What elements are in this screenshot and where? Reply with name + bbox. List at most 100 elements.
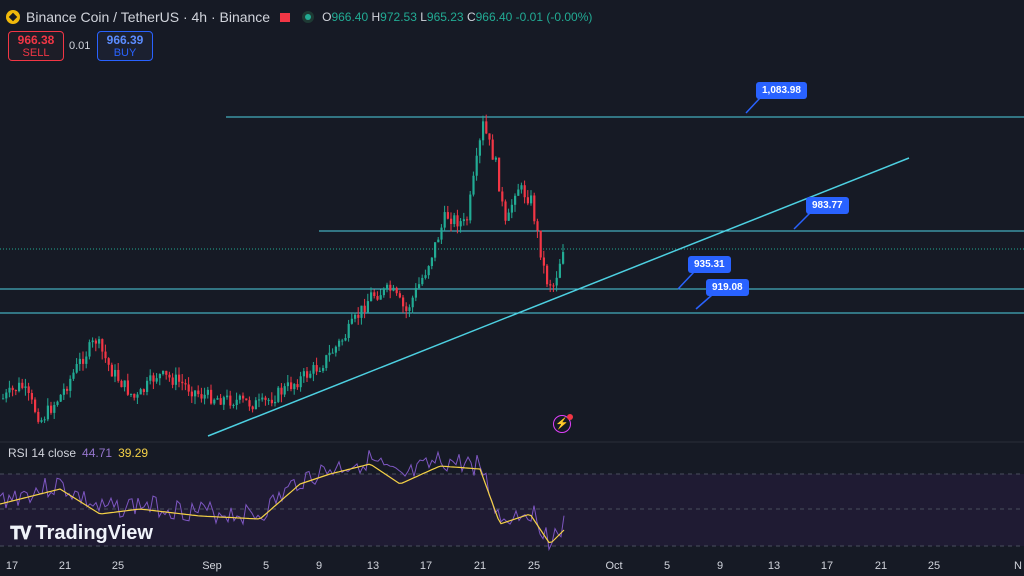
candle-body xyxy=(472,175,475,195)
candle-body xyxy=(168,374,171,378)
axis-tick: 9 xyxy=(716,560,724,572)
axis-tick: 25 xyxy=(927,560,941,572)
candle-body xyxy=(270,399,273,404)
candle-body xyxy=(466,219,469,221)
candle-body xyxy=(88,342,91,357)
axis-tick: 25 xyxy=(111,560,125,572)
tradingview-mark-icon: 𝐓𝐕 xyxy=(10,523,31,543)
candle-body xyxy=(533,195,536,222)
tradingview-logo: 𝐓𝐕 TradingView xyxy=(10,522,153,544)
candle-body xyxy=(386,284,389,289)
candle-body xyxy=(430,257,433,267)
rsi-line xyxy=(0,450,565,552)
candle-body xyxy=(350,318,353,324)
candle-body xyxy=(254,400,257,410)
candle-body xyxy=(488,133,491,140)
candle-body xyxy=(37,411,40,422)
price-callout[interactable]: 1,083.98 xyxy=(756,82,807,99)
candle-body xyxy=(222,397,225,405)
callout-pointer xyxy=(677,271,695,290)
candle-body xyxy=(405,306,408,312)
candle-body xyxy=(523,185,526,198)
candle-body xyxy=(347,323,350,338)
symbol-title[interactable]: Binance Coin / TetherUS · 4h · Binance xyxy=(26,9,271,25)
candle-body xyxy=(357,314,360,318)
lightning-icon[interactable]: ⚡ xyxy=(553,414,573,433)
candle-body xyxy=(210,389,213,404)
candle-body xyxy=(437,239,440,243)
candle-body xyxy=(133,393,136,398)
candle-body xyxy=(30,392,33,400)
candle-body xyxy=(309,373,312,378)
candle-body xyxy=(194,390,197,397)
candle-body xyxy=(117,369,120,381)
candle-body xyxy=(213,399,216,404)
candle-body xyxy=(482,121,485,141)
candle-body xyxy=(171,377,174,385)
candle-body xyxy=(174,374,177,385)
candle-body xyxy=(421,277,424,285)
candle-body xyxy=(274,401,277,404)
candle-body xyxy=(8,387,11,393)
candle-body xyxy=(107,358,110,365)
candle-body xyxy=(200,394,203,399)
candle-body xyxy=(267,399,270,401)
candle-body xyxy=(446,212,449,219)
candle-body xyxy=(130,393,133,395)
axis-tick: 17 xyxy=(820,560,834,572)
candle-body xyxy=(82,358,85,364)
candle-body xyxy=(91,340,94,343)
candle-body xyxy=(549,284,552,286)
candle-body xyxy=(402,297,405,307)
candle-body xyxy=(85,356,88,364)
candle-body xyxy=(293,384,296,390)
candle-body xyxy=(155,378,158,382)
candle-body xyxy=(123,380,126,388)
price-callout[interactable]: 983.77 xyxy=(806,197,849,214)
candle-body xyxy=(104,351,107,359)
candle-body xyxy=(184,383,187,385)
candle-body xyxy=(78,358,81,365)
chart-header: Binance Coin / TetherUS · 4h · Binance O… xyxy=(6,7,592,27)
price-callout[interactable]: 935.31 xyxy=(688,256,731,273)
candle-body xyxy=(450,218,453,225)
candle-body xyxy=(424,275,427,278)
candle-body xyxy=(434,242,437,258)
candle-body xyxy=(120,380,123,388)
time-axis[interactable]: 17 21 25 Sep 5 9 13 17 21 25 Oct 5 9 13 … xyxy=(0,556,1024,576)
candle-body xyxy=(443,212,446,228)
candle-body xyxy=(411,297,414,308)
axis-tick: 21 xyxy=(473,560,487,572)
market-status-icon[interactable] xyxy=(302,11,315,23)
candle-body xyxy=(456,215,459,227)
candle-body xyxy=(94,340,97,344)
candle-body xyxy=(504,201,507,221)
candle-body xyxy=(376,296,379,300)
candle-body xyxy=(334,346,337,353)
candle-body xyxy=(370,292,373,302)
candle-body xyxy=(354,314,357,319)
flag-icon[interactable] xyxy=(280,12,291,22)
candle-body xyxy=(245,398,248,401)
sell-button[interactable]: 966.38 SELL xyxy=(8,31,64,61)
candle-body xyxy=(181,381,184,384)
candle-body xyxy=(50,405,53,413)
price-callout[interactable]: 919.08 xyxy=(706,279,749,296)
candle-body xyxy=(290,382,293,390)
candle-body xyxy=(203,394,206,399)
candle-body xyxy=(514,195,517,205)
candle-body xyxy=(325,355,328,369)
candle-body xyxy=(315,365,318,372)
candle-body xyxy=(517,189,520,196)
buy-button[interactable]: 966.39 BUY xyxy=(97,31,153,61)
candle-body xyxy=(546,265,549,285)
candle-body xyxy=(558,263,561,278)
candle-body xyxy=(302,371,305,377)
candle-body xyxy=(197,390,200,395)
candle-body xyxy=(373,292,376,297)
candle-body xyxy=(251,406,254,410)
candle-body xyxy=(152,375,155,382)
candle-body xyxy=(280,387,283,395)
